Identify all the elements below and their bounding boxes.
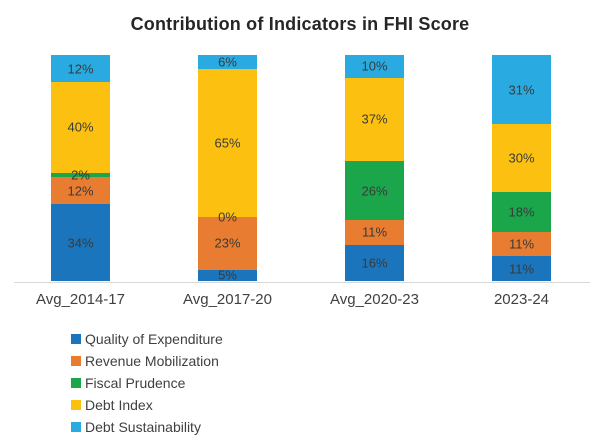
segment-data-label: 23% <box>214 235 241 251</box>
segment-data-label: 12% <box>67 61 94 77</box>
bar-segment: 11% <box>492 231 551 257</box>
bar-segment: 6% <box>198 54 257 70</box>
segment-data-label: 31% <box>508 82 535 98</box>
bar-segment: 37% <box>345 77 404 162</box>
legend-label: Debt Sustainability <box>85 419 201 435</box>
bar-segment: 26% <box>345 161 404 220</box>
legend-swatch-icon <box>71 356 81 366</box>
x-axis-label: Avg_2014-17 <box>36 291 125 308</box>
legend-item: Debt Sustainability <box>71 416 367 438</box>
x-axis-label: 2023-24 <box>493 291 550 308</box>
chart-title: Contribution of Indicators in FHI Score <box>130 14 470 34</box>
plot-area: 34% 12% 2% 40% 12% 5% 23% 0% 65% 6% 16% 11% 26% 37% 10… <box>51 54 551 283</box>
segment-data-label: 2% <box>71 167 90 183</box>
legend-item: Fiscal Prudence <box>71 372 367 394</box>
segment-data-label: 37% <box>361 111 388 127</box>
segment-data-label: 0% <box>218 209 237 225</box>
bar-segment: 31% <box>492 55 551 125</box>
legend-item: Debt Index <box>71 394 367 416</box>
bar-segment: 18% <box>492 191 551 232</box>
bar-segment: 10% <box>345 55 404 78</box>
bar-segment: 12% <box>51 55 110 83</box>
segment-data-label: 11% <box>508 261 535 277</box>
bar-segment: 16% <box>345 244 404 281</box>
bar-segment: 12% <box>51 177 110 205</box>
x-axis-label: Avg_2017-20 <box>183 291 272 308</box>
stacked-bar-2023-24: 11% 11% 18% 30% 31% <box>492 55 551 281</box>
segment-data-label: 10% <box>361 58 388 74</box>
segment-data-label: 12% <box>67 183 94 199</box>
stacked-bar-Avg_2020-23: 16% 11% 26% 37% 10% <box>345 55 404 281</box>
x-axis-label: Avg_2020-23 <box>330 291 419 308</box>
legend-swatch-icon <box>71 422 81 432</box>
bar-segment: 23% <box>198 217 257 270</box>
segment-data-label: 34% <box>67 235 94 251</box>
segment-data-label: 16% <box>361 255 388 271</box>
segment-data-label: 18% <box>508 204 535 220</box>
segment-data-label: 11% <box>508 236 535 252</box>
segment-data-label: 26% <box>361 183 388 199</box>
bar-segment: 34% <box>51 204 110 281</box>
bar-segment: 40% <box>51 82 110 173</box>
legend-item: Quality of Expenditure <box>71 328 367 350</box>
segment-data-label: 30% <box>508 150 535 166</box>
legend-swatch-icon <box>71 334 81 344</box>
bar-segment: 5% <box>198 267 257 283</box>
stacked-bar-Avg_2014-17: 34% 12% 2% 40% 12% <box>51 55 110 281</box>
stacked-bar-Avg_2017-20: 5% 23% 0% 65% 6% <box>198 54 257 283</box>
legend-label: Revenue Mobilization <box>85 353 219 369</box>
legend-label: Fiscal Prudence <box>85 375 186 391</box>
bar-segment: 30% <box>492 124 551 192</box>
x-axis-baseline <box>14 282 590 283</box>
bar-segment: 2% <box>51 167 110 182</box>
segment-data-label: 40% <box>67 119 94 135</box>
legend-item: Revenue Mobilization <box>71 350 367 372</box>
legend-swatch-icon <box>71 378 81 388</box>
bar-segment: 11% <box>345 219 404 245</box>
bar-segment: 65% <box>198 68 257 218</box>
bar-segment: 11% <box>492 256 551 281</box>
legend-swatch-icon <box>71 400 81 410</box>
segment-data-label: 5% <box>218 267 237 283</box>
segment-data-label: 6% <box>218 54 237 70</box>
segment-data-label: 65% <box>214 135 241 151</box>
segment-data-label: 11% <box>361 224 388 240</box>
legend-label: Quality of Expenditure <box>85 331 223 347</box>
legend-label: Debt Index <box>85 397 153 413</box>
legend: Quality of Expenditure Revenue Mobilizati… <box>71 328 591 438</box>
